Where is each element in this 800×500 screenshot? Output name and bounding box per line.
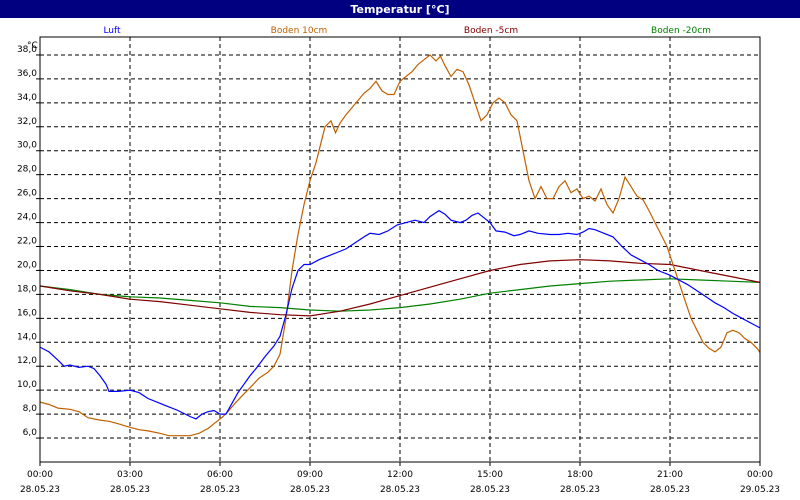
y-tick-label: 18,0 bbox=[17, 284, 37, 294]
legend-entry-luft: Luft bbox=[103, 26, 121, 36]
y-tick-label: 20,0 bbox=[17, 260, 37, 270]
x-tick-time: 09:00 bbox=[297, 470, 323, 480]
x-tick-date: 28.05.23 bbox=[110, 485, 150, 495]
y-tick-label: 6,0 bbox=[23, 428, 38, 438]
y-tick-label: 32,0 bbox=[17, 117, 37, 127]
legend: Luft Boden 10cm Boden -5cm Boden -20cm bbox=[103, 26, 711, 36]
series-line-luft bbox=[40, 209, 760, 420]
legend-entry-boden-20cm: Boden -20cm bbox=[651, 26, 711, 36]
x-tick-date: 28.05.23 bbox=[20, 485, 60, 495]
x-tick-time: 00:00 bbox=[27, 470, 53, 480]
x-tick-time: 18:00 bbox=[567, 470, 593, 480]
y-tick-label: 22,0 bbox=[17, 237, 37, 247]
x-tick-time: 12:00 bbox=[387, 470, 413, 480]
legend-entry-boden-10cm: Boden 10cm bbox=[271, 26, 328, 36]
x-tick-date: 28.05.23 bbox=[200, 485, 240, 495]
y-tick-label: 26,0 bbox=[17, 189, 37, 199]
x-tick-date: 28.05.23 bbox=[290, 485, 330, 495]
x-tick-date: 29.05.23 bbox=[740, 485, 780, 495]
x-tick-date: 28.05.23 bbox=[560, 485, 600, 495]
chart-title: Temperatur [°C] bbox=[350, 3, 449, 16]
series-line-boden-5cm bbox=[40, 259, 760, 317]
y-tick-label: 16,0 bbox=[17, 308, 37, 318]
series-lines bbox=[40, 54, 760, 437]
x-tick-time: 03:00 bbox=[117, 470, 143, 480]
title-bar bbox=[0, 0, 800, 18]
y-tick-label: 34,0 bbox=[17, 93, 37, 103]
x-tick-date: 28.05.23 bbox=[380, 485, 420, 495]
x-tick-date: 28.05.23 bbox=[650, 485, 690, 495]
y-tick-label: 28,0 bbox=[17, 165, 37, 175]
x-tick-time: 06:00 bbox=[207, 470, 233, 480]
y-tick-label: 12,0 bbox=[17, 356, 37, 366]
legend-entry-boden-5cm: Boden -5cm bbox=[464, 26, 518, 36]
y-tick-label: 30,0 bbox=[17, 141, 37, 151]
y-axis-unit: °C bbox=[27, 41, 38, 51]
series-line-boden-10cm bbox=[40, 54, 760, 437]
y-tick-label: 38,0 bbox=[17, 45, 37, 55]
y-tick-label: 14,0 bbox=[17, 332, 37, 342]
grid bbox=[40, 37, 760, 462]
y-axis: 6,0 8,0 10,0 12,0 14,0 16,0 18,0 20,0 22,0 24,0 26… bbox=[17, 45, 40, 439]
y-tick-label: 24,0 bbox=[17, 213, 37, 223]
y-tick-label: 10,0 bbox=[17, 380, 37, 390]
x-tick-date: 28.05.23 bbox=[470, 485, 510, 495]
x-tick-time: 21:00 bbox=[657, 470, 683, 480]
x-axis: 00:00 28.05.23 03:00 28.05.23 06:00 28.05.23 0… bbox=[20, 462, 780, 495]
y-tick-label: 8,0 bbox=[23, 404, 38, 414]
x-tick-time: 15:00 bbox=[477, 470, 503, 480]
y-tick-label: 36,0 bbox=[17, 69, 37, 79]
x-tick-time: 00:00 bbox=[747, 470, 773, 480]
series-line-boden-20cm bbox=[40, 278, 760, 312]
